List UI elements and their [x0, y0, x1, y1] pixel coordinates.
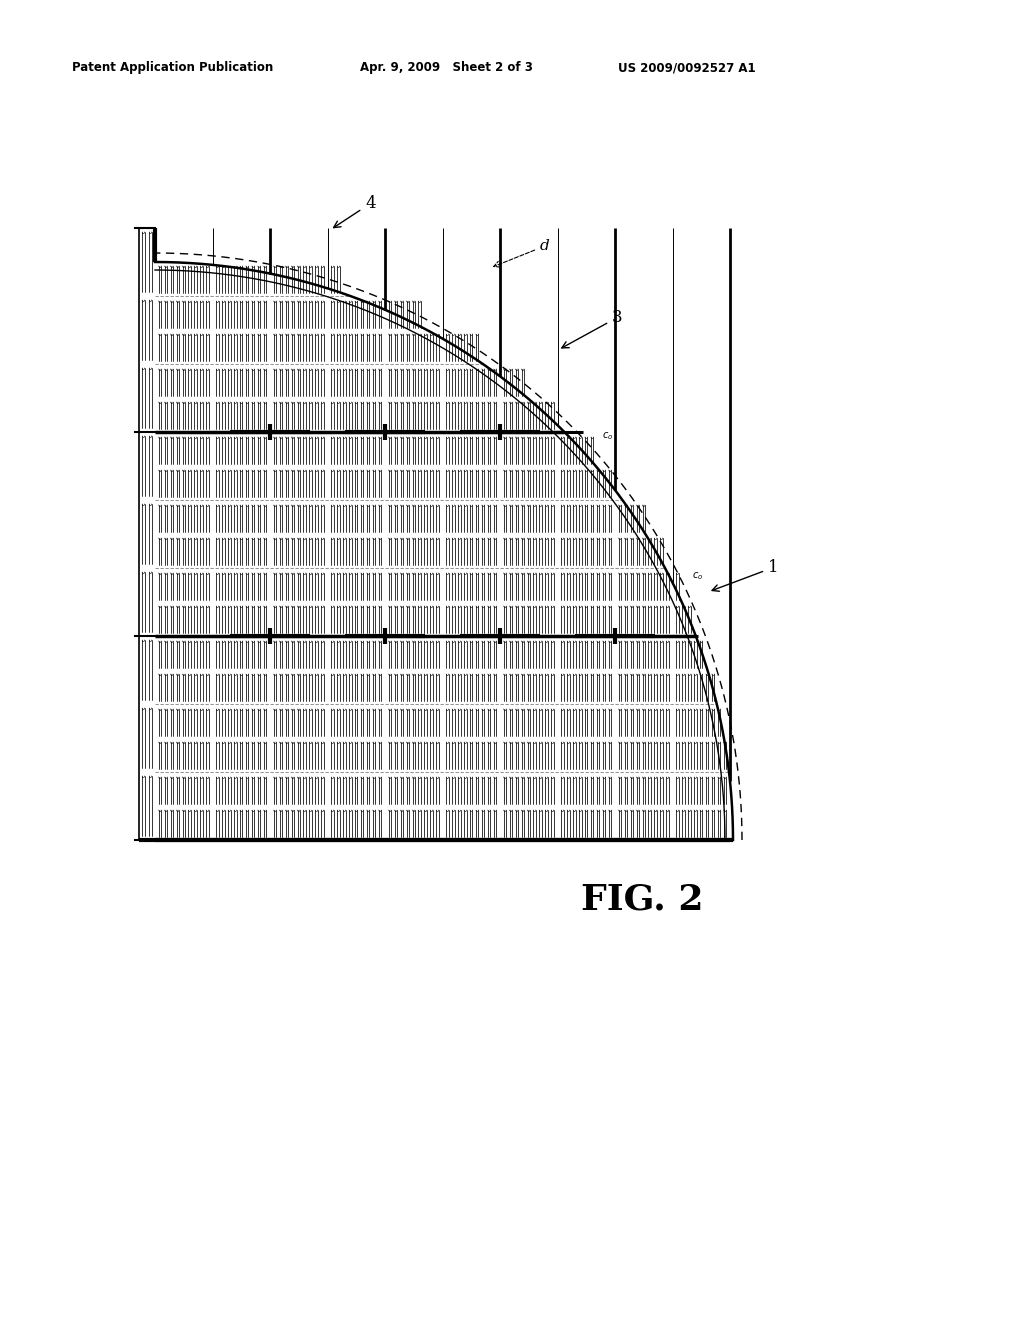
Text: d: d	[494, 239, 550, 267]
Text: 1: 1	[712, 558, 778, 591]
Text: 4: 4	[334, 195, 376, 227]
Text: FIG. 2: FIG. 2	[581, 883, 703, 917]
Text: $c_o$: $c_o$	[602, 430, 613, 442]
Text: Patent Application Publication: Patent Application Publication	[72, 62, 273, 74]
Text: US 2009/0092527 A1: US 2009/0092527 A1	[618, 62, 756, 74]
Text: Apr. 9, 2009   Sheet 2 of 3: Apr. 9, 2009 Sheet 2 of 3	[360, 62, 532, 74]
Text: $c_o$: $c_o$	[692, 570, 703, 582]
Text: 3: 3	[562, 309, 623, 348]
